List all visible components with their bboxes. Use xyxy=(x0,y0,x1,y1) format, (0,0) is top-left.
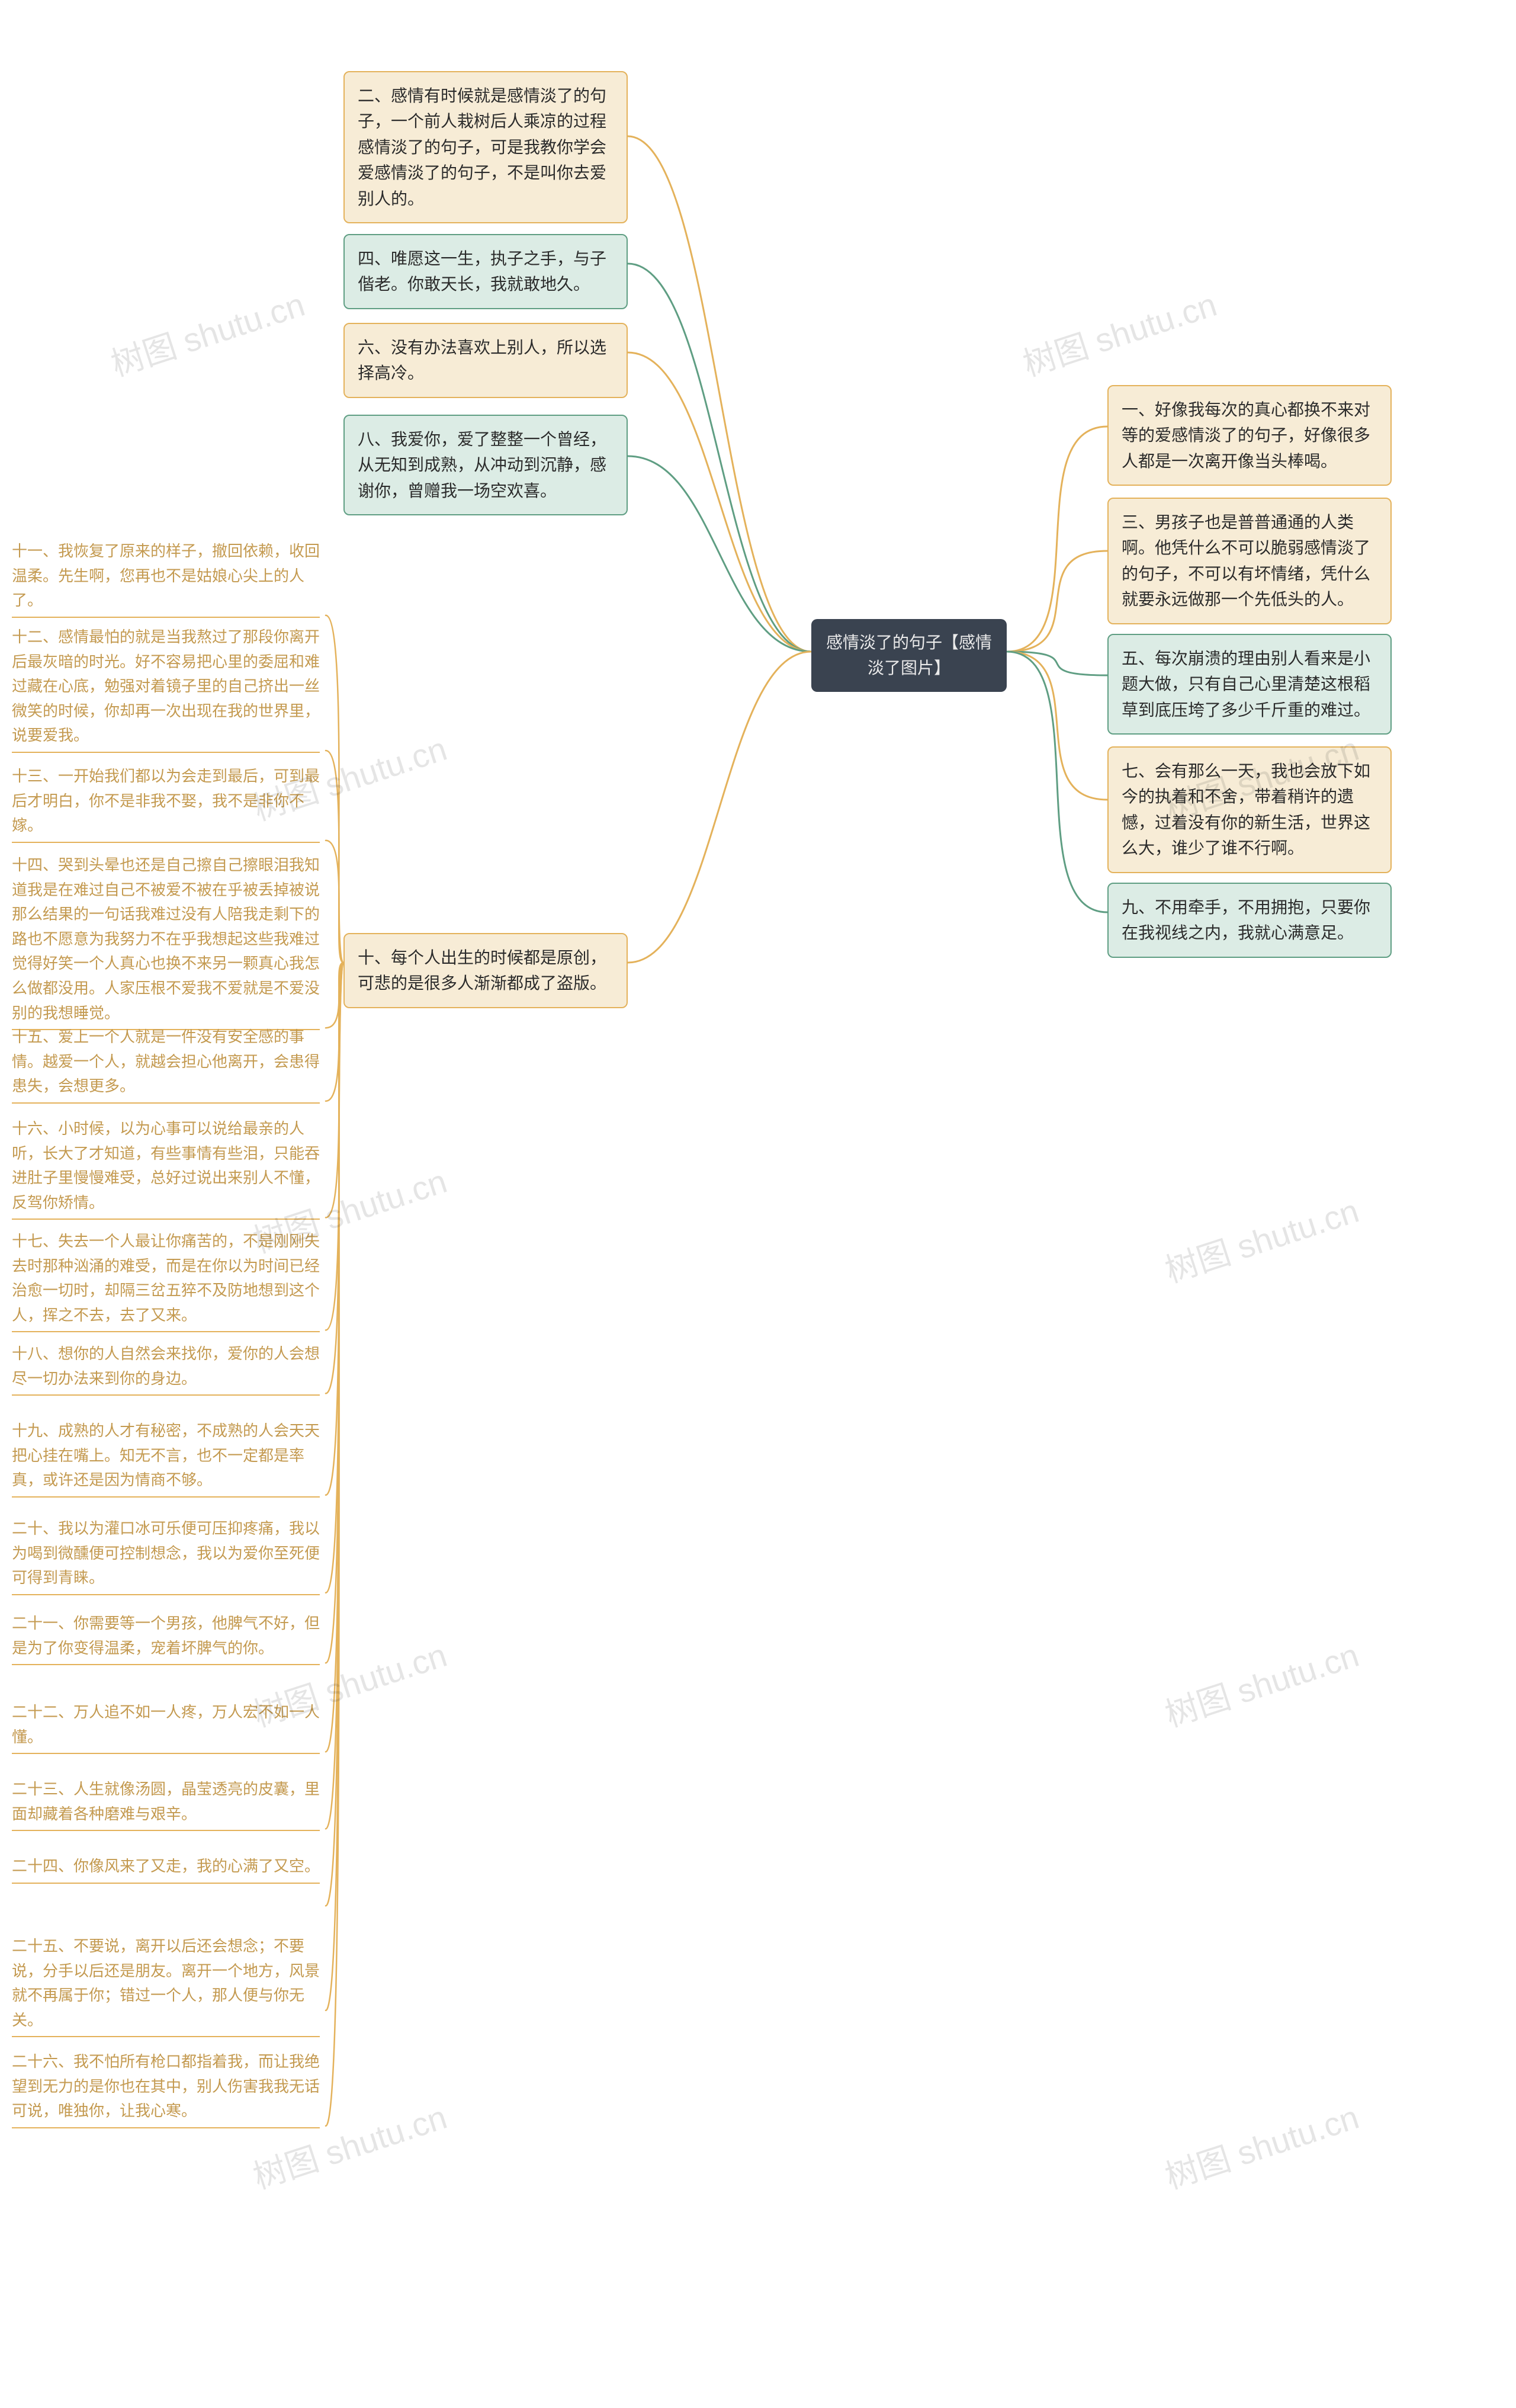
branch-n1: 一、好像我每次的真心都换不来对等的爱感情淡了的句子，好像很多人都是一次离开像当头… xyxy=(1107,385,1392,486)
branch-n4: 四、唯愿这一生，执子之手，与子偕老。你敢天长，我就敢地久。 xyxy=(343,234,628,309)
branch-n2: 二、感情有时候就是感情淡了的句子，一个前人栽树后人乘凉的过程感情淡了的句子，可是… xyxy=(343,71,628,223)
watermark: 树图 shutu.cn xyxy=(1158,2091,1364,2199)
leaf-l13: 十三、一开始我们都以为会走到最后，可到最后才明白，你不是非我不娶，我不是非你不嫁… xyxy=(12,764,320,843)
branch-n5: 五、每次崩溃的理由别人看来是小题大做，只有自己心里清楚这根稻草到底压垮了多少千斤… xyxy=(1107,634,1392,735)
leaf-l14: 十四、哭到头晕也还是自己擦自己擦眼泪我知道我是在难过自己不被爱不被在乎被丢掉被说… xyxy=(12,853,320,1030)
mindmap-canvas: 感情淡了的句子【感情淡了图片】 二、感情有时候就是感情淡了的句子，一个前人栽树后人… xyxy=(0,0,1516,2408)
watermark: 树图 shutu.cn xyxy=(1158,1185,1364,1293)
root-node: 感情淡了的句子【感情淡了图片】 xyxy=(811,619,1007,692)
leaf-l25: 二十五、不要说，离开以后还会想念；不要说，分手以后还是朋友。离开一个地方，风景就… xyxy=(12,1934,320,2037)
leaf-l17: 十七、失去一个人最让你痛苦的，不是刚刚失去时那种汹涌的难受，而是在你以为时间已经… xyxy=(12,1229,320,1332)
leaf-l15: 十五、爱上一个人就是一件没有安全感的事情。越爱一个人，就越会担心他离开，会患得患… xyxy=(12,1025,320,1104)
branch-n6: 六、没有办法喜欢上别人，所以选择高冷。 xyxy=(343,323,628,398)
branch-n10: 十、每个人出生的时候都是原创，可悲的是很多人渐渐都成了盗版。 xyxy=(343,933,628,1008)
watermark: 树图 shutu.cn xyxy=(1158,1629,1364,1737)
leaf-l23: 二十三、人生就像汤圆，晶莹透亮的皮囊，里面却藏着各种磨难与艰辛。 xyxy=(12,1777,320,1831)
branch-n9: 九、不用牵手，不用拥抱，只要你在我视线之内，我就心满意足。 xyxy=(1107,883,1392,958)
branch-n8: 八、我爱你，爱了整整一个曾经，从无知到成熟，从冲动到沉静，感谢你，曾赠我一场空欢… xyxy=(343,415,628,515)
watermark: 树图 shutu.cn xyxy=(1016,278,1222,386)
branch-n7: 七、会有那么一天，我也会放下如今的执着和不舍，带着稍许的遗憾，过着没有你的新生活… xyxy=(1107,746,1392,873)
watermark: 树图 shutu.cn xyxy=(104,278,310,386)
leaf-l11: 十一、我恢复了原来的样子，撤回依赖，收回温柔。先生啊，您再也不是姑娘心尖上的人了… xyxy=(12,539,320,618)
leaf-l22: 二十二、万人追不如一人疼，万人宏不如一人懂。 xyxy=(12,1700,320,1754)
leaf-l21: 二十一、你需要等一个男孩，他脾气不好，但是为了你变得温柔，宠着坏脾气的你。 xyxy=(12,1611,320,1665)
leaf-l19: 十九、成熟的人才有秘密，不成熟的人会天天把心挂在嘴上。知无不言，也不一定都是率真… xyxy=(12,1419,320,1498)
leaf-l12: 十二、感情最怕的就是当我熬过了那段你离开后最灰暗的时光。好不容易把心里的委屈和难… xyxy=(12,625,320,753)
leaf-l20: 二十、我以为灌口冰可乐便可压抑疼痛，我以为喝到微醺便可控制想念，我以为爱你至死便… xyxy=(12,1516,320,1595)
leaf-l16: 十六、小时候，以为心事可以说给最亲的人听，长大了才知道，有些事情有些泪，只能吞进… xyxy=(12,1117,320,1220)
leaf-l24: 二十四、你像风来了又走，我的心满了又空。 xyxy=(12,1854,320,1884)
branch-n3: 三、男孩子也是普普通通的人类啊。他凭什么不可以脆弱感情淡了的句子，不可以有坏情绪… xyxy=(1107,498,1392,624)
leaf-l18: 十八、想你的人自然会来找你，爱你的人会想尽一切办法来到你的身边。 xyxy=(12,1342,320,1396)
leaf-l26: 二十六、我不怕所有枪口都指着我，而让我绝望到无力的是你也在其中，别人伤害我我无话… xyxy=(12,2050,320,2128)
